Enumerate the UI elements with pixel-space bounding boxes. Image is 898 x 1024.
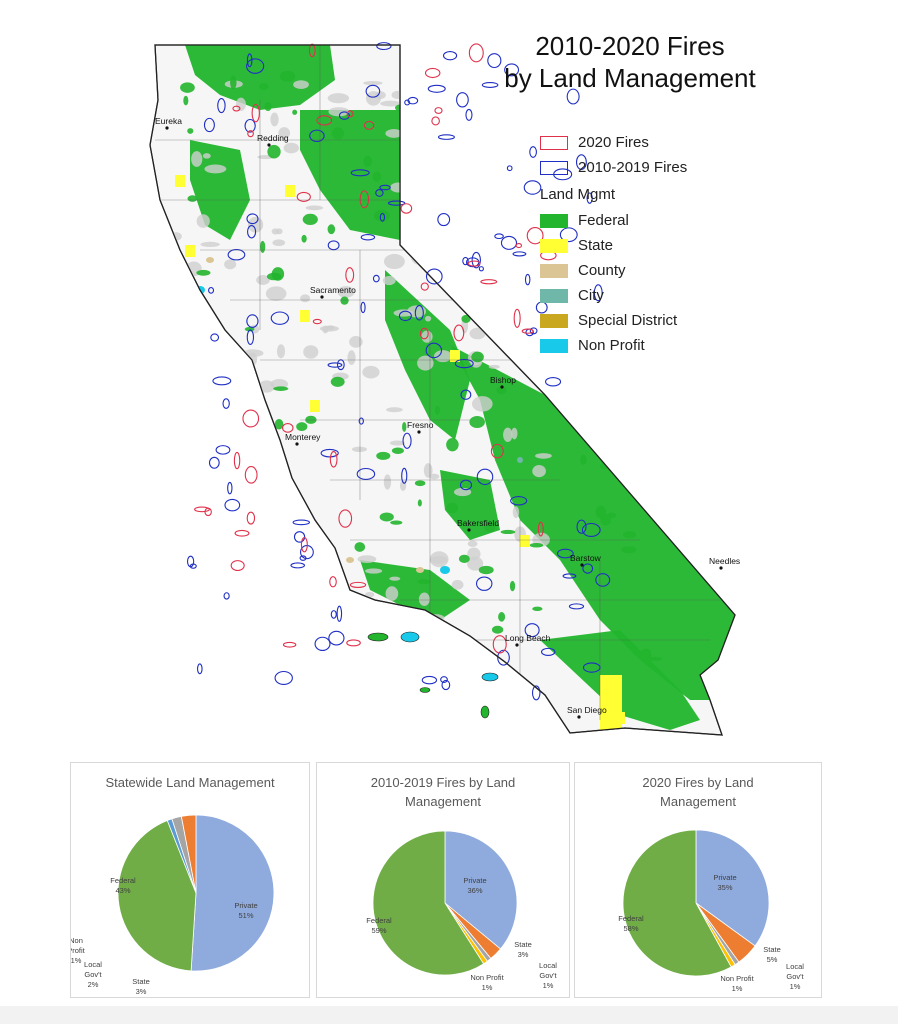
city-bishop: Bishop [490,375,516,389]
pie-label-private: Private 51% [234,901,257,920]
pie-title-line-1: Statewide Land Management [105,775,275,790]
state-swatch [540,239,568,253]
pie-label-local-gov-t: Local Gov't 1% [786,962,805,991]
pie-title-line-2: Management [405,794,481,809]
pie-label-local-gov-t: Local Gov't 2% [84,960,103,989]
fire-2010-2019-swatch [540,161,568,175]
pie-title-line-1: 2020 Fires by Land [642,775,754,790]
pie-title: Statewide Land Management [71,773,309,792]
svg-text:Barstow: Barstow [570,553,602,563]
city-redding: Redding [257,133,289,147]
pie-label-state: State 3% [514,940,532,959]
legend-item-2020-fires: 2020 Fires [540,130,780,155]
special-district-swatch [540,314,568,328]
fire-map: Eureka Redding Sacramento Bishop Fresno Monte… [149,30,790,736]
pie-slice-private [695,829,770,947]
pie-panel-2020: 2020 Fires by Land Management Private 35%… [574,762,822,998]
pie-slice-private [190,814,275,972]
city-san-diego: San Diego [567,705,607,719]
legend-item-2010-2019-fires: 2010-2019 Fires [540,155,780,180]
pie-label-federal: Federal 59% [366,916,392,935]
pie-title-line-2: Management [660,794,736,809]
pie-title: 2020 Fires by Land Management [575,773,821,811]
city-monterey: Monterey [285,432,321,446]
legend-label: County [578,262,626,279]
legend-item-state: State [540,233,780,258]
pie-label-private: Private 35% [713,873,736,892]
pie-title-line-1: 2010-2019 Fires by Land [370,775,516,790]
svg-text:Eureka: Eureka [155,116,182,126]
city-swatch [540,289,568,303]
svg-text:Bishop: Bishop [490,375,516,385]
legend-label: Federal [578,212,629,229]
city-barstow: Barstow [570,553,602,567]
pie-label-state: State 3% [132,977,150,996]
svg-text:Bakersfield: Bakersfield [457,518,499,528]
city-needles: Needles [709,556,740,570]
california-map: Eureka Redding Sacramento Bishop Fresno Monte… [149,42,740,736]
legend-label: Special District [578,312,678,329]
map-title-line-2: by Land Management [504,63,756,93]
non-profit-swatch [540,339,568,353]
pie-label-non-profit: Non Profit 1% [720,974,754,993]
legend-item-federal: Federal [540,208,780,233]
svg-text:Fresno: Fresno [407,420,434,430]
svg-text:Long Beach: Long Beach [505,633,551,643]
city-bakersfield: Bakersfield [457,518,499,532]
legend-label: Non Profit [578,337,645,354]
map-title: 2010-2020 Fires by Land Management [470,30,790,94]
city-fresno: Fresno [407,420,434,434]
map-legend: 2020 Fires 2010-2019 Fires Land Mgmt Fed… [540,130,780,358]
legend-item-county: County [540,258,780,283]
pie-label-non-profit: Non Profit 1% [470,973,504,992]
city-eureka: Eureka [155,116,182,130]
pie-panel-2010-2019: 2010-2019 Fires by Land Management Priva… [316,762,570,998]
county-swatch [540,264,568,278]
svg-text:Sacramento: Sacramento [310,285,356,295]
legend-label: 2010-2019 Fires [578,159,688,176]
legend-item-city: City [540,283,780,308]
pie-label-federal: Federal 58% [618,914,644,933]
bottom-strip [0,1006,898,1024]
legend-label: City [578,287,604,304]
pie-slice-federal [622,829,732,977]
pie-slice-private [444,830,518,950]
pie-slice-federal [372,830,485,976]
federal-swatch [540,214,568,228]
svg-text:San Diego: San Diego [567,705,607,715]
pie-slice-federal [117,819,197,972]
fire-2020-swatch [540,136,568,150]
pie-label-private: Private 36% [463,876,486,895]
pie-chart-2020: Private 35% State 5% Local Gov't 1% Non Profit 1… [618,829,805,993]
map-title-line-1: 2010-2020 Fires [535,31,725,61]
svg-text:Needles: Needles [709,556,740,566]
legend-label: 2020 Fires [578,134,649,151]
pie-label-local-gov-t: Local Gov't 1% [539,961,558,990]
svg-text:Monterey: Monterey [285,432,321,442]
pie-slice-state [180,814,197,894]
pie-label-state: State 5% [763,945,781,964]
city-sacramento: Sacramento [310,285,356,299]
pie-chart-2010-2019: Private 36% State 3% Local Gov't 1% Non Profit 1… [366,830,558,992]
pie-label-federal: Federal 43% [110,876,136,895]
pie-panel-statewide: Statewide Land Management Private 51% Fede… [70,762,310,998]
pie-title: 2010-2019 Fires by Land Management [317,773,569,811]
city-labels: Eureka Redding Sacramento Bishop Fresno Monte… [155,116,740,719]
legend-label: State [578,237,614,254]
legend-heading: Land Mgmt [540,186,616,203]
fire-perimeters-layer [186,42,611,701]
svg-text:Redding: Redding [257,133,289,143]
city-long-beach: Long Beach [505,633,551,647]
legend-item-non-profit: Non Profit [540,333,780,358]
legend-item-special-district: Special District [540,308,780,333]
